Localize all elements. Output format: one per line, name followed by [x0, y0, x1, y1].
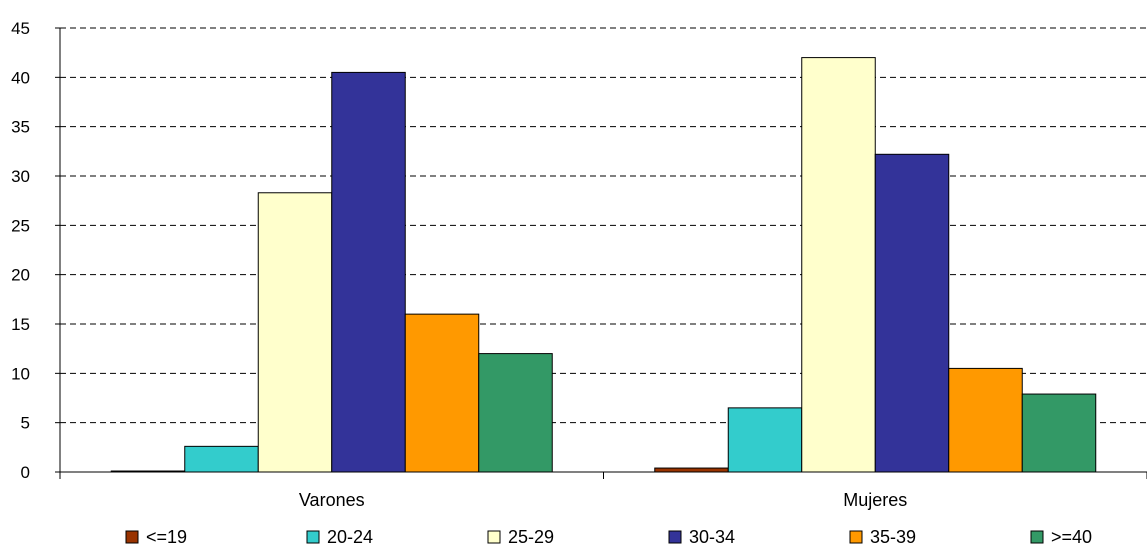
bar [654, 467, 729, 473]
bar [801, 57, 876, 473]
y-tick-label: 25 [11, 216, 30, 235]
bar [110, 470, 186, 473]
y-tick-label: 30 [11, 167, 30, 186]
bar [404, 313, 480, 473]
y-tick-label: 10 [11, 364, 30, 383]
bar [727, 407, 803, 473]
bar [478, 353, 553, 473]
y-tick-label: 0 [21, 463, 30, 482]
legend-swatch [849, 530, 863, 544]
y-tick-label: 20 [11, 266, 30, 285]
legend-label: 35-39 [870, 527, 916, 547]
legend-label: 30-34 [689, 527, 735, 547]
bar [184, 445, 259, 473]
legend-swatch [668, 530, 682, 544]
legend-swatch [306, 530, 320, 544]
bar [948, 367, 1023, 473]
legend-label: 25-29 [508, 527, 554, 547]
bar [874, 153, 950, 473]
x-category-label: Mujeres [843, 490, 907, 510]
y-tick-label: 40 [11, 68, 30, 87]
legend-label: <=19 [146, 527, 187, 547]
y-tick-label: 5 [21, 414, 30, 433]
legend-label: >=40 [1051, 527, 1092, 547]
legend-swatch [125, 530, 139, 544]
y-tick-label: 15 [11, 315, 30, 334]
x-category-label: Varones [299, 490, 365, 510]
legend-label: 20-24 [327, 527, 373, 547]
bar [1021, 393, 1097, 473]
legend-swatch [1030, 530, 1044, 544]
bar [257, 192, 333, 473]
y-tick-label: 35 [11, 118, 30, 137]
bar [331, 71, 406, 473]
y-tick-label: 45 [11, 19, 30, 38]
legend-swatch [487, 530, 501, 544]
